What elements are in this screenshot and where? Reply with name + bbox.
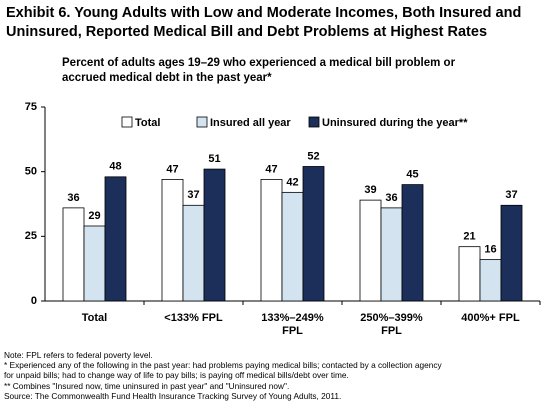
note: Source: The Commonwealth Fund Health Ins… <box>4 390 342 401</box>
y-tick-label: 25 <box>25 230 37 242</box>
bar <box>479 259 502 302</box>
x-tick-label: 250%–399% FPL <box>360 312 423 337</box>
value-label: 39 <box>364 184 376 196</box>
chart-title: Exhibit 6. Young Adults with Low and Mod… <box>6 5 522 40</box>
bar <box>380 207 403 302</box>
value-label: 37 <box>505 189 517 201</box>
y-tick-label: 50 <box>25 166 37 178</box>
legend-label: Total <box>135 117 160 129</box>
value-label: 45 <box>406 169 418 181</box>
value-label: 36 <box>385 192 397 204</box>
x-tick-label: Total <box>81 312 108 324</box>
notes: Note: FPL refers to federal poverty leve… <box>4 350 444 401</box>
y-tick-label: 0 <box>31 295 37 307</box>
note: Note: FPL refers to federal poverty leve… <box>4 350 153 360</box>
chart-subtitle: Percent of adults ages 19–29 who experie… <box>62 57 456 84</box>
value-label: 29 <box>88 210 100 222</box>
legend-swatch <box>121 116 133 128</box>
legend-label: Uninsured during the year** <box>322 117 468 129</box>
x-tick-label: 133%–249% FPL <box>261 312 324 337</box>
bar <box>500 204 523 302</box>
bar <box>359 199 382 302</box>
bar <box>302 166 325 302</box>
legend-label: Insured all year <box>210 117 291 129</box>
x-tick-label: 400%+ FPL <box>461 312 520 324</box>
y-tick-label: 75 <box>25 101 37 113</box>
bar <box>281 191 304 302</box>
bar <box>260 179 283 302</box>
value-label: 51 <box>208 153 220 165</box>
x-tick-label: <133% FPL <box>164 312 223 324</box>
value-label: 48 <box>109 161 121 173</box>
bar <box>203 168 226 302</box>
bar <box>161 179 184 302</box>
note: * Experienced any of the following in th… <box>4 360 442 381</box>
legend-swatch <box>308 116 320 128</box>
bar <box>458 246 481 302</box>
value-label: 21 <box>463 231 475 243</box>
legend-swatch <box>196 116 208 128</box>
bar <box>182 204 205 302</box>
value-label: 52 <box>307 150 319 162</box>
value-label: 47 <box>265 163 277 175</box>
bar <box>62 207 85 302</box>
value-label: 47 <box>166 163 178 175</box>
value-label: 16 <box>484 244 496 256</box>
bar <box>83 225 106 302</box>
value-label: 36 <box>67 192 79 204</box>
bar <box>401 184 424 302</box>
bar <box>104 176 127 302</box>
note: ** Combines "Insured now, time uninsured… <box>4 380 290 391</box>
value-label: 37 <box>187 189 199 201</box>
value-label: 42 <box>286 176 298 188</box>
